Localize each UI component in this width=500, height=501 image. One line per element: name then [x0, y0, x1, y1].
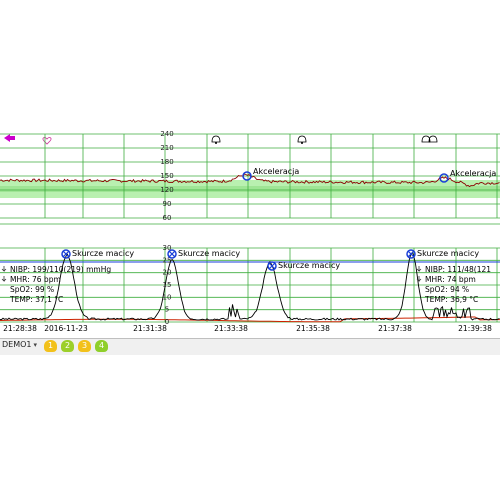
marker-icon	[406, 249, 416, 259]
toco-panel	[0, 247, 500, 323]
contraction-marker[interactable]: Skurcze macicy	[267, 261, 340, 271]
device-selector[interactable]: DEMO1 ▾	[2, 340, 37, 349]
toco-tick-label: 30	[163, 244, 172, 252]
tab-4[interactable]: 4	[95, 340, 108, 352]
time-label: 21:35:38	[296, 324, 330, 333]
left-vitals-temp: TEMP: 37,1 °C	[9, 295, 63, 304]
contraction-marker[interactable]: Skurcze macicy	[167, 249, 240, 259]
acceleration-marker[interactable]: Akceleracja	[439, 169, 496, 183]
fhr-tick-label: 120	[160, 186, 173, 194]
toco-tick-label: 15	[163, 281, 172, 289]
marker-icon	[61, 249, 71, 259]
fhr-tick-label: 180	[160, 158, 173, 166]
left-vitals-spo2: SpO2: 99 %	[10, 285, 54, 294]
marker-icon	[167, 249, 177, 259]
marker-icon	[242, 171, 252, 181]
acceleration-label: Akceleracja	[450, 169, 496, 178]
left-vitals-mhr: MHR: 76 bpm	[10, 275, 61, 284]
marker-cross	[269, 263, 275, 269]
chevron-down-icon[interactable]: ▾	[33, 341, 38, 349]
toco-tick-label: 10	[163, 293, 172, 301]
contraction-label: Skurcze macicy	[278, 261, 340, 270]
bell-icon	[211, 135, 221, 144]
time-label: 21:28:38	[3, 324, 37, 333]
ctg-chart: 240 210 180 150 120 90 60 30 25 20 15 10 5 0 Akcelera…	[0, 128, 500, 333]
baseline-trace	[0, 316, 500, 323]
fetal-movement-icon	[4, 134, 15, 142]
bottom-toolbar	[0, 338, 500, 355]
toco-trace	[0, 251, 500, 321]
event-icons-row	[4, 134, 438, 145]
tab-1[interactable]: 1	[44, 340, 57, 352]
down-arrow-icon	[1, 276, 7, 282]
double-bell-icon	[421, 135, 438, 143]
bell-icon	[297, 135, 307, 144]
time-label: 21:33:38	[214, 324, 248, 333]
left-vitals-nibp: NIBP: 199/110(219) mmHg	[10, 265, 111, 274]
toco-tick-label: 0	[165, 318, 169, 326]
down-arrow-icon	[1, 266, 7, 272]
tab-2[interactable]: 2	[61, 340, 74, 352]
right-vitals-nibp: NIBP: 111/48(121	[425, 265, 491, 274]
contraction-marker[interactable]: Skurcze macicy	[406, 249, 479, 259]
contraction-label: Skurcze macicy	[417, 249, 479, 258]
acceleration-marker[interactable]: Akceleracja	[242, 167, 299, 181]
fhr-trace	[0, 173, 500, 188]
heart-icon	[42, 137, 52, 145]
fhr-tick-label: 150	[160, 172, 173, 180]
fhr-tick-label: 210	[160, 144, 173, 152]
down-arrow-icon	[416, 266, 422, 272]
marker-cross	[169, 251, 175, 257]
toco-tick-label: 25	[163, 256, 172, 264]
time-label: 21:39:38	[458, 324, 492, 333]
contraction-label: Skurcze macicy	[178, 249, 240, 258]
fhr-tick-label: 90	[163, 200, 172, 208]
toco-tick-label: 5	[165, 306, 169, 314]
fhr-tick-label: 60	[163, 214, 172, 222]
down-arrow-icon	[416, 276, 422, 282]
marker-icon	[439, 173, 449, 183]
right-vitals-spo2: SpO2: 94 %	[425, 285, 469, 294]
right-vitals-mhr: MHR: 74 bpm	[425, 275, 476, 284]
marker-cross	[63, 251, 69, 257]
fhr-tick-label: 240	[160, 130, 173, 138]
fhr-panel	[0, 133, 500, 225]
marker-icon	[267, 261, 277, 271]
toco-tick-label: 20	[163, 269, 172, 277]
right-vitals-temp: TEMP: 36,9 °C	[424, 295, 478, 304]
marker-cross	[408, 251, 414, 257]
acceleration-label: Akceleracja	[253, 167, 299, 176]
tab-3[interactable]: 3	[78, 340, 91, 352]
time-label: 21:37:38	[378, 324, 412, 333]
time-label: 21:31:38	[133, 324, 167, 333]
contraction-label: Skurcze macicy	[72, 249, 134, 258]
contraction-marker[interactable]: Skurcze macicy	[61, 249, 134, 259]
device-name: DEMO1	[2, 340, 32, 349]
date-label: 2016-11-23	[44, 324, 88, 333]
